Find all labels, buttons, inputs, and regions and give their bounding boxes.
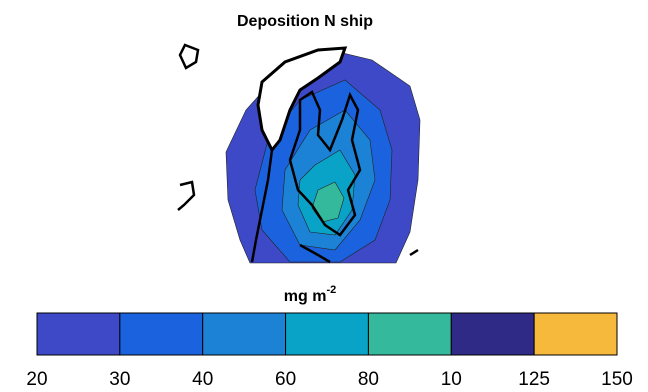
colorbar-segment (36, 312, 121, 356)
colorbar-tick-label: 80 (358, 369, 379, 390)
land (256, 46, 348, 153)
colorbar-tick-label: 10 (441, 369, 462, 390)
colorbar-tick-label: 150 (601, 369, 633, 390)
colorbar: 20 30 40 60 80 10 125 150 (26, 312, 633, 390)
map-title: Deposition N ship (237, 13, 373, 30)
colorbar-segment (202, 312, 287, 356)
colorbar-tick-label: 30 (109, 369, 130, 390)
map (177, 43, 421, 264)
colorbar-segment (450, 312, 535, 356)
colorbar-label: mg m-2 (284, 284, 336, 305)
coastline (288, 90, 362, 237)
colorbar-segment (533, 312, 618, 356)
coastline (250, 149, 331, 264)
deposition-field (311, 181, 345, 223)
colorbar-tick-label: 40 (192, 369, 213, 390)
colorbar-label-superscript: -2 (326, 284, 336, 296)
colorbar-tick-label: 60 (275, 369, 296, 390)
colorbar-tick-label: 20 (26, 369, 47, 390)
colorbar-segment (367, 312, 452, 356)
colorbar-label-text: mg m (284, 288, 327, 305)
colorbar-tick-label: 125 (518, 369, 550, 390)
colorbar-segment (119, 312, 204, 356)
colorbar-segment (285, 312, 369, 356)
coastline (177, 43, 419, 257)
